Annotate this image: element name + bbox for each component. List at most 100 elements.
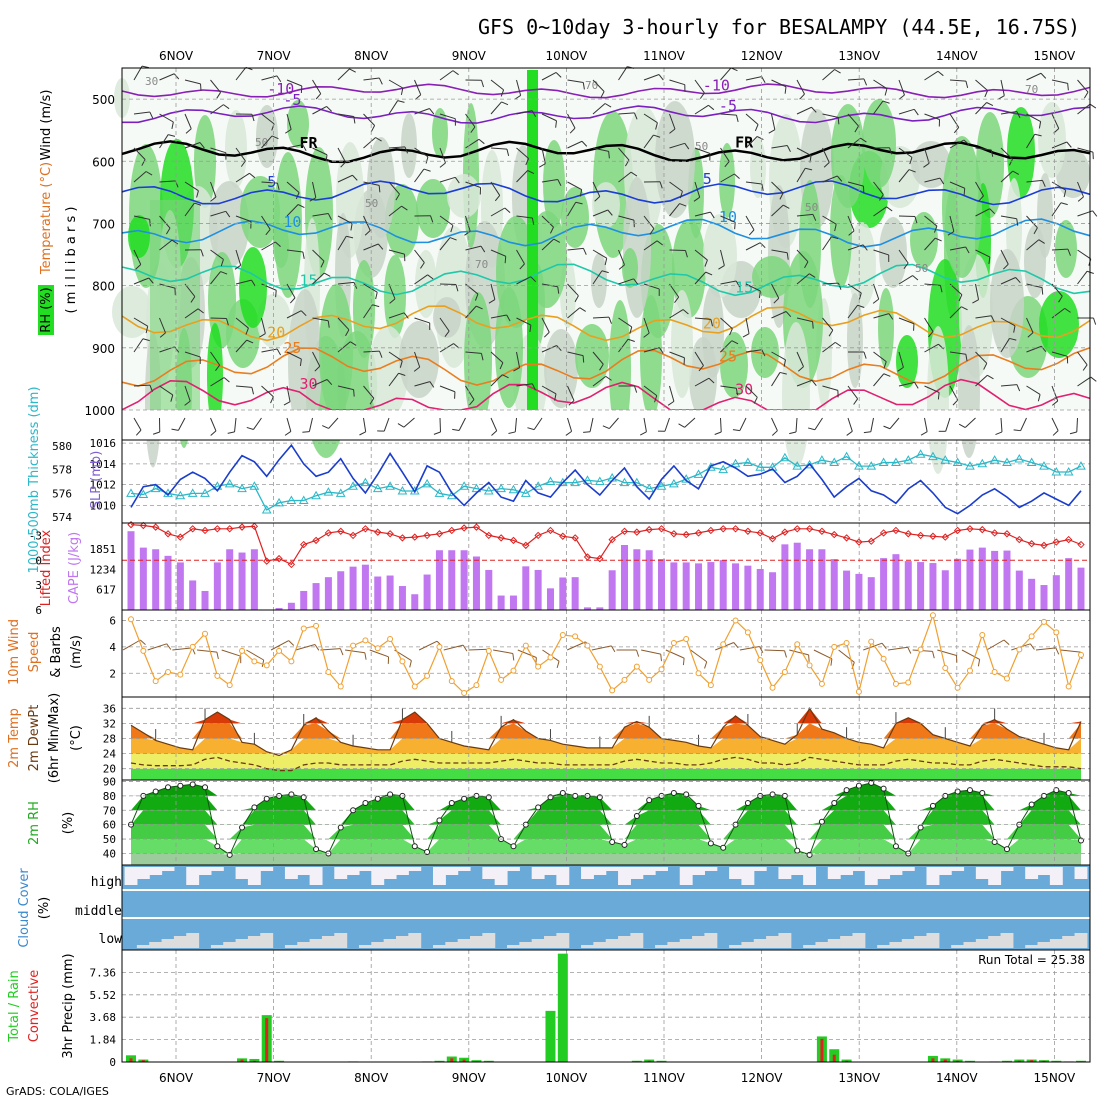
wind-barb <box>314 365 321 372</box>
cloud-high-bar <box>1049 867 1063 885</box>
wind-barb <box>977 659 981 667</box>
wind-barb <box>1026 385 1041 395</box>
wind-barb <box>439 237 451 251</box>
rh-blob <box>703 214 737 298</box>
wind-barb <box>541 72 557 81</box>
wind-barb <box>690 649 708 663</box>
wind-barb <box>312 213 329 217</box>
wind-speed-marker <box>448 678 455 685</box>
wind-barb <box>516 351 521 368</box>
lifted-index-marker <box>842 534 851 542</box>
wind-barb <box>541 215 554 228</box>
wind-barb <box>388 312 405 319</box>
thickness-marker <box>459 481 469 490</box>
wind-barb <box>745 136 758 149</box>
wind-barb <box>883 361 887 369</box>
wind-barb <box>409 660 412 668</box>
cloud-low-bar <box>815 942 829 948</box>
precip-total-bar <box>471 1060 482 1062</box>
lifted-index-marker <box>509 536 518 545</box>
wind-barb <box>745 242 761 251</box>
cloud-high-bar <box>864 867 878 885</box>
y-tick-label: 1012 <box>90 479 117 492</box>
wind-barb <box>159 239 173 251</box>
temp-contour-line <box>121 347 1091 387</box>
wind-barb <box>796 147 812 156</box>
rh-marker <box>461 795 468 802</box>
wind-barb <box>924 343 939 353</box>
wind-speed-marker <box>522 642 529 649</box>
wind-barb <box>1082 364 1088 371</box>
wind-barb <box>533 417 543 430</box>
wind-speed-marker <box>325 668 332 675</box>
wind-barb <box>694 271 707 285</box>
wind-barb <box>873 100 884 115</box>
y-tick-label: 800 <box>92 280 115 294</box>
wind-barb <box>1041 287 1044 295</box>
wind-barb <box>783 359 786 367</box>
wind-barb <box>643 240 658 251</box>
wind-barb <box>363 215 371 231</box>
wind-barb <box>745 76 762 81</box>
wind-barb <box>873 206 887 217</box>
wind-barb <box>608 151 610 159</box>
rh-marker <box>609 838 616 845</box>
wind-barb <box>555 72 562 78</box>
wind-barb <box>708 104 715 111</box>
rh-marker <box>510 843 517 850</box>
wind-barb <box>172 647 193 651</box>
wind-speed-marker <box>1065 683 1072 690</box>
rh-marker <box>695 802 702 809</box>
cloud-high-bar <box>482 867 496 879</box>
thickness-marker <box>706 462 716 471</box>
rh-blob <box>942 136 982 278</box>
wind-barb <box>796 213 813 217</box>
wind-barb <box>796 273 810 285</box>
thickness-marker <box>126 488 136 497</box>
wind-barb <box>414 79 422 95</box>
wind-barb <box>555 120 557 128</box>
wind-barb <box>325 154 328 162</box>
lifted-index-marker <box>990 529 999 537</box>
wind-barb <box>574 295 579 303</box>
precip-total-bar <box>249 1058 260 1062</box>
rh-blob <box>239 247 267 328</box>
wind-barb <box>491 430 498 436</box>
cape-bar <box>497 595 505 610</box>
lifted-index-marker <box>620 527 629 535</box>
temp-contour-label: 15 <box>735 278 753 296</box>
cloud-high-bar <box>210 867 224 871</box>
wind-barb <box>514 95 521 100</box>
rh-marker <box>559 789 566 796</box>
wind-barb <box>664 417 670 432</box>
wind-barb <box>149 219 151 227</box>
cape-bar <box>361 564 369 610</box>
wind-barb <box>782 204 790 209</box>
cloud-high-bar <box>284 867 298 879</box>
wind-barb <box>1058 295 1063 303</box>
wind-barb <box>813 649 833 660</box>
wind-barb <box>592 181 601 197</box>
lifted-index-marker <box>300 540 308 549</box>
y-tick-label: 70 <box>103 804 116 817</box>
wind-panel-frame <box>121 609 1091 698</box>
thickness-marker <box>422 478 432 488</box>
wind-barb <box>975 208 990 217</box>
cape-bar <box>929 563 937 610</box>
temp-contour-label: -10 <box>703 76 730 94</box>
wind-barb <box>452 70 459 76</box>
wind-barb <box>1077 196 1084 202</box>
wind-barb <box>1077 376 1092 387</box>
wind-barb <box>312 317 329 322</box>
wind-barb <box>822 69 835 81</box>
cloud-low-bar <box>975 939 989 948</box>
wind-barb <box>464 230 471 236</box>
rh-marker <box>892 843 899 850</box>
rh-blob <box>544 329 578 408</box>
temp-contour-label: 20 <box>267 323 285 341</box>
wind-barb <box>704 259 708 267</box>
cloud-high-bar <box>618 867 631 885</box>
wind-barb <box>986 639 1005 651</box>
cloud-low-bar <box>383 939 397 948</box>
wind-barb <box>337 385 354 391</box>
